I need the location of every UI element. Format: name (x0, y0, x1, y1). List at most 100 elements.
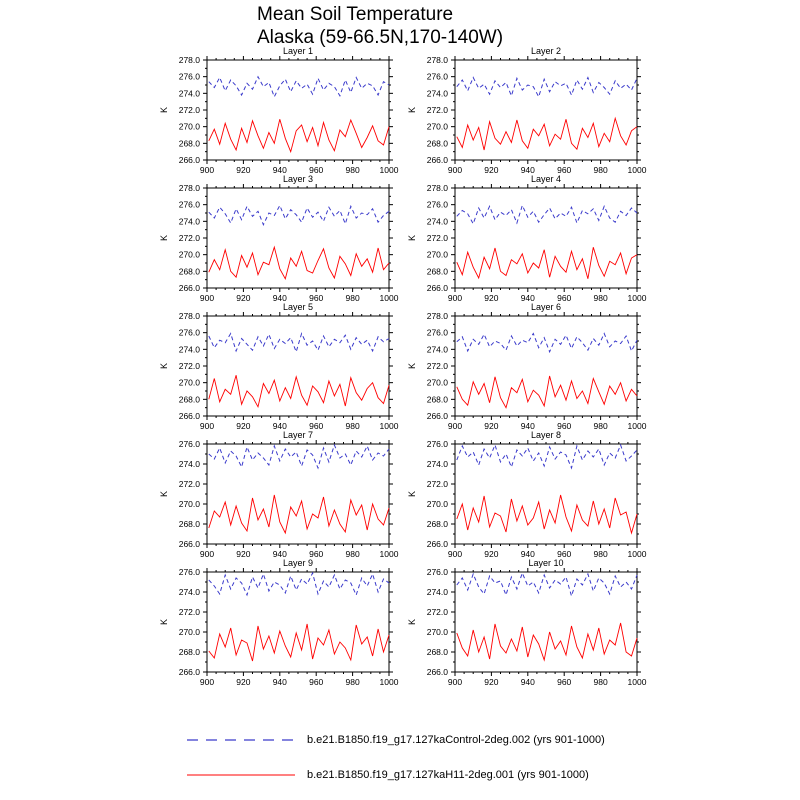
x-tick-label: 900 (448, 165, 462, 175)
y-axis-label: K (407, 363, 417, 369)
x-tick-label: 920 (236, 549, 250, 559)
tick-labels: 266.0 268.0 270.0 272.0 274.0 276.0 900 920 940 9… (427, 439, 647, 559)
x-tick-label: 920 (484, 293, 498, 303)
y-axis-label: K (159, 235, 169, 241)
legend-item-h11: b.e21.B1850.f19_g17.127kaH11-2deg.001 (y… (185, 768, 605, 782)
y-tick-label: 274.0 (427, 459, 449, 469)
h11-series-line (456, 494, 638, 535)
h11-series-line (208, 245, 390, 281)
x-tick-label: 900 (448, 293, 462, 303)
control-dashed-line-sample (187, 739, 295, 741)
h11-solid-line-sample (187, 774, 295, 776)
panel-title: Layer 9 (283, 558, 313, 568)
x-tick-label: 900 (448, 677, 462, 687)
y-tick-label: 272.0 (179, 105, 201, 115)
panel-layer-3: Layer 3 K 266.0 268.0 270.0 272.0 274.0 276.0 27… (159, 174, 399, 303)
y-tick-label: 268.0 (427, 647, 449, 657)
x-tick-label: 940 (273, 421, 287, 431)
panel-title: Layer 10 (528, 558, 563, 568)
x-tick-label: 900 (200, 677, 214, 687)
y-tick-label: 270.0 (179, 250, 201, 260)
x-tick-label: 940 (521, 421, 535, 431)
x-tick-label: 940 (521, 677, 535, 687)
tick-labels: 266.0 268.0 270.0 272.0 274.0 276.0 278.0 900 92… (179, 55, 399, 175)
y-tick-label: 276.0 (179, 72, 201, 82)
x-tick-label: 980 (346, 549, 360, 559)
tick-labels: 266.0 268.0 270.0 272.0 274.0 276.0 278.0 900 92… (179, 311, 399, 431)
x-tick-label: 940 (273, 165, 287, 175)
panel-title: Layer 7 (283, 430, 313, 440)
y-tick-label: 272.0 (427, 607, 449, 617)
x-tick-label: 960 (309, 677, 323, 687)
plot-frame (206, 59, 390, 161)
x-tick-label: 980 (346, 421, 360, 431)
panel-layer-7: Layer 7 K 266.0 268.0 270.0 272.0 274.0 276.0 90… (159, 430, 399, 559)
y-axis-label: K (407, 107, 417, 113)
x-tick-label: 980 (594, 677, 608, 687)
panel-layer-1: Layer 1 K 266.0 268.0 270.0 272.0 274.0 276.0 27… (159, 46, 399, 175)
x-tick-label: 960 (557, 549, 571, 559)
y-tick-label: 270.0 (179, 627, 201, 637)
plot-frame (206, 443, 390, 545)
x-tick-label: 960 (309, 165, 323, 175)
plot-frame (454, 187, 638, 289)
control-series-line (456, 443, 638, 470)
y-tick-label: 274.0 (427, 587, 449, 597)
y-tick-label: 276.0 (427, 328, 449, 338)
legend-item-control: b.e21.B1850.f19_g17.127kaControl-2deg.00… (185, 733, 605, 747)
x-tick-label: 1000 (380, 165, 399, 175)
y-tick-label: 268.0 (427, 266, 449, 276)
y-tick-label: 270.0 (179, 499, 201, 509)
plot-frame (454, 571, 638, 673)
control-series-line (208, 443, 390, 470)
panel-layer-2: Layer 2 K 266.0 268.0 270.0 272.0 274.0 276.0 27… (407, 46, 647, 175)
y-tick-label: 270.0 (427, 627, 449, 637)
y-tick-label: 272.0 (427, 361, 449, 371)
x-tick-label: 940 (273, 677, 287, 687)
x-tick-label: 980 (594, 549, 608, 559)
y-tick-label: 278.0 (179, 183, 201, 193)
y-tick-label: 272.0 (179, 607, 201, 617)
plot-frame (206, 187, 390, 289)
y-tick-label: 270.0 (179, 122, 201, 132)
y-axis-label: K (159, 107, 169, 113)
tick-labels: 266.0 268.0 270.0 272.0 274.0 276.0 900 920 940 9… (179, 439, 399, 559)
h11-series-line (456, 375, 638, 409)
x-tick-label: 980 (594, 165, 608, 175)
y-tick-label: 274.0 (179, 216, 201, 226)
y-tick-label: 278.0 (427, 311, 449, 321)
y-tick-label: 276.0 (427, 439, 449, 449)
y-tick-label: 276.0 (179, 439, 201, 449)
x-tick-label: 920 (236, 677, 250, 687)
y-tick-label: 266.0 (179, 539, 201, 549)
x-tick-label: 1000 (628, 293, 647, 303)
h11-series-line (208, 375, 390, 409)
panel-title: Layer 4 (531, 174, 561, 184)
h11-series-line (208, 623, 390, 662)
panel-layer-6: Layer 6 K 266.0 268.0 270.0 272.0 274.0 276.0 27… (407, 302, 647, 431)
h11-series-line (208, 494, 390, 535)
control-series-line (208, 332, 390, 354)
x-tick-label: 940 (521, 549, 535, 559)
x-tick-label: 900 (200, 421, 214, 431)
y-tick-label: 266.0 (179, 667, 201, 677)
y-tick-label: 272.0 (427, 105, 449, 115)
y-tick-label: 270.0 (427, 122, 449, 132)
y-tick-label: 266.0 (179, 411, 201, 421)
axis-ticks (451, 56, 641, 164)
y-tick-label: 270.0 (427, 499, 449, 509)
panel-layer-4: Layer 4 K 266.0 268.0 270.0 272.0 274.0 276.0 27… (407, 174, 647, 303)
x-tick-label: 1000 (628, 677, 647, 687)
x-tick-label: 1000 (380, 293, 399, 303)
y-tick-label: 268.0 (427, 519, 449, 529)
y-tick-label: 268.0 (427, 394, 449, 404)
x-tick-label: 940 (273, 549, 287, 559)
y-tick-label: 270.0 (427, 250, 449, 260)
x-tick-label: 940 (521, 165, 535, 175)
plot-frame (454, 59, 638, 161)
x-tick-label: 980 (346, 677, 360, 687)
y-axis-label: K (159, 619, 169, 625)
axis-ticks (203, 56, 393, 164)
plot-frame (454, 315, 638, 417)
x-tick-label: 900 (200, 549, 214, 559)
